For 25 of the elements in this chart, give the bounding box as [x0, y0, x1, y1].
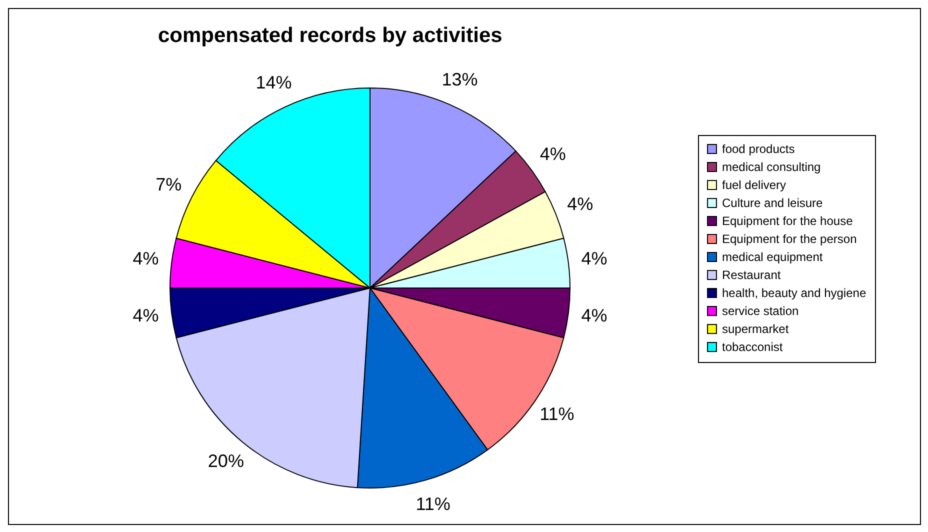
data-label: 4%: [540, 144, 566, 164]
legend-label: supermarket: [722, 322, 790, 336]
data-label: 4%: [581, 305, 608, 326]
legend-label: Equipment for the house: [722, 214, 854, 228]
legend-label: Culture and leisure: [722, 196, 824, 210]
legend-label: fuel delivery: [722, 178, 786, 192]
legend-label: tobacconist: [722, 340, 784, 354]
legend-label: health, beauty and hygiene: [722, 286, 866, 300]
data-label: 20%: [208, 451, 244, 472]
data-label: 4%: [132, 248, 159, 269]
data-label: 11%: [416, 494, 450, 514]
legend-label: Equipment for the person: [722, 232, 857, 246]
data-label: 7%: [156, 174, 182, 194]
legend-label: service station: [722, 304, 799, 318]
data-label: 13%: [442, 70, 478, 90]
legend-label: Restaurant: [722, 268, 782, 282]
data-label: 4%: [132, 305, 159, 326]
data-label: 11%: [540, 404, 574, 424]
legend-label: medical consulting: [722, 160, 821, 174]
data-label: 4%: [581, 248, 608, 269]
legend-label: food products: [722, 142, 795, 156]
data-label: 4%: [567, 194, 594, 214]
legend-label: medical equipment: [722, 250, 824, 264]
chart-title: compensated records by activities: [158, 24, 502, 47]
data-label: 14%: [256, 72, 292, 93]
